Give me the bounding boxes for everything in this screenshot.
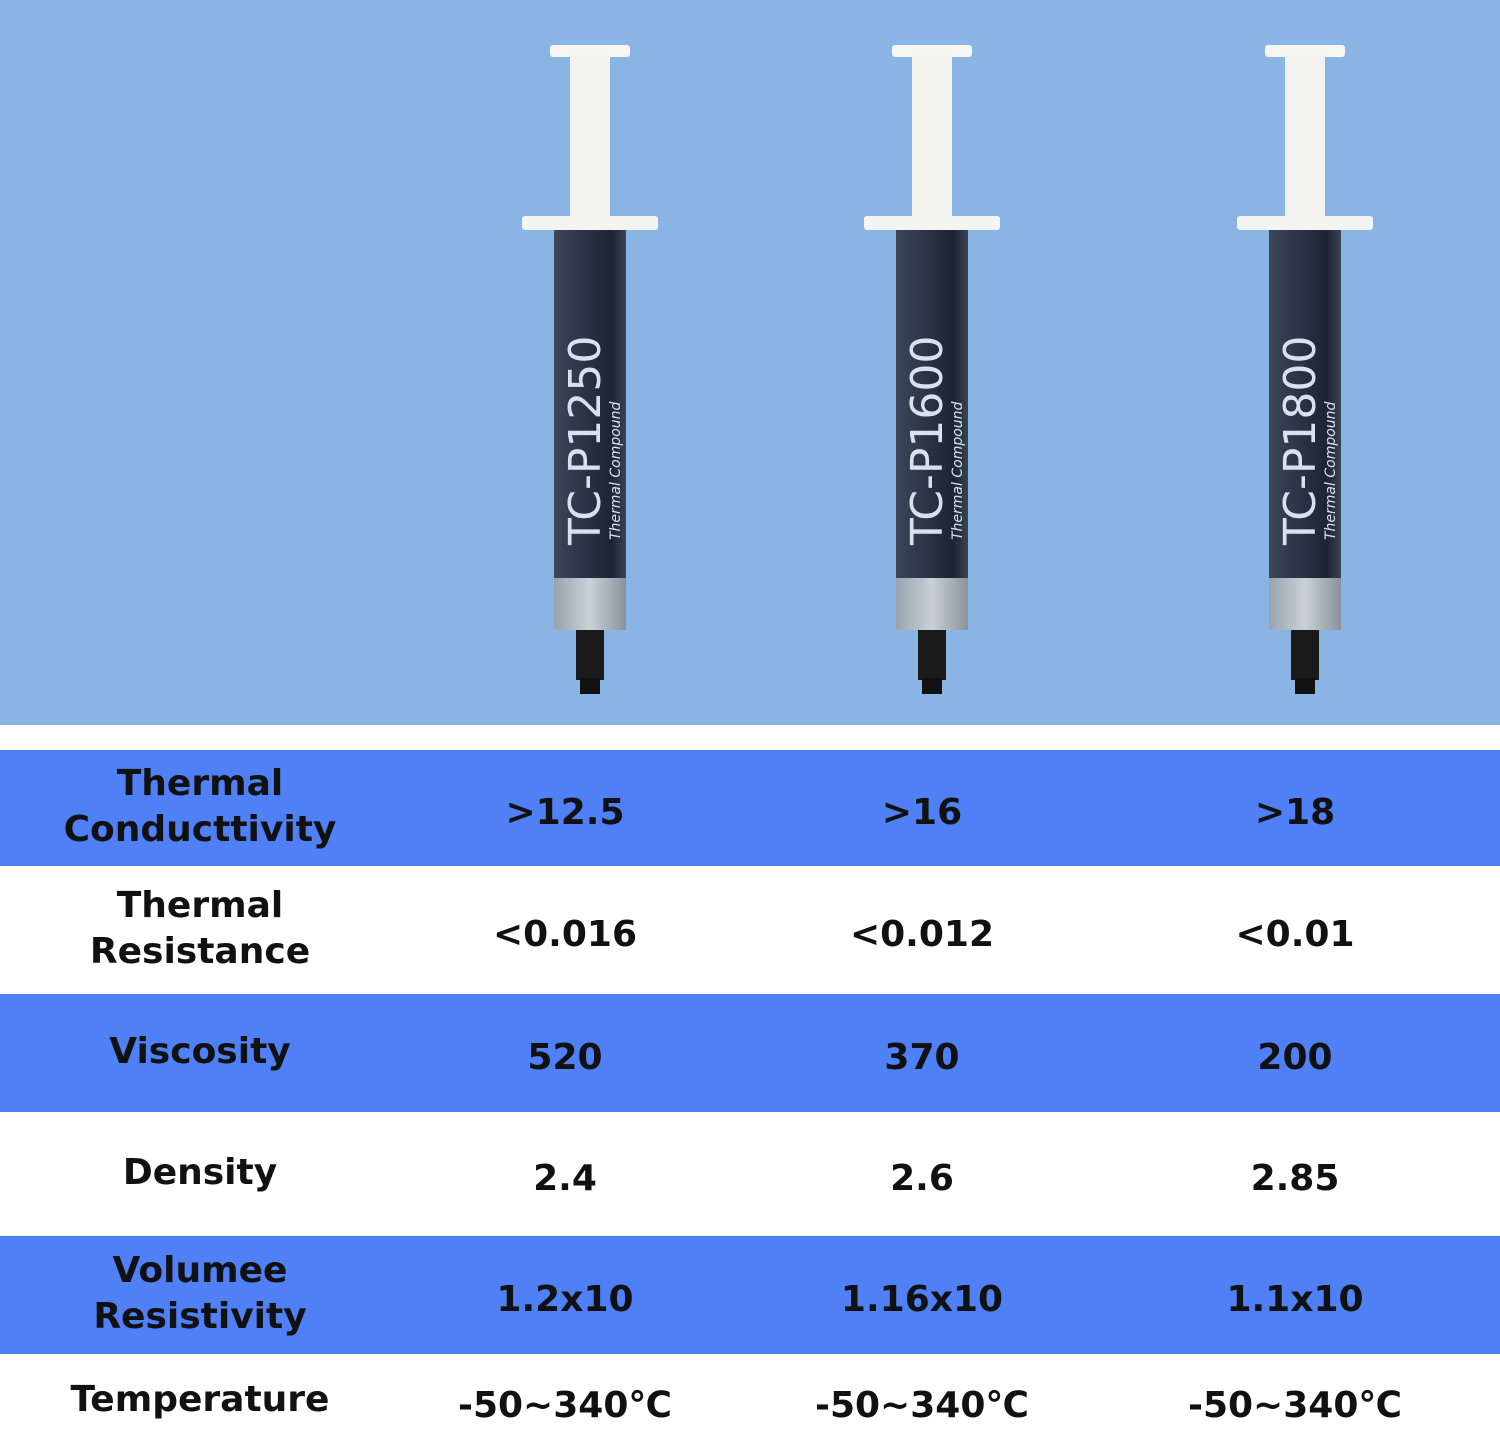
cell-value: <0.016 [493,914,637,955]
subtitle-label: Thermal Compound [608,401,624,540]
barrel-clear [554,578,626,630]
cell-value: -50~340℃ [458,1385,672,1426]
plunger-cap [892,45,972,57]
row-label: Resistivity [93,1296,306,1337]
cell-value: 2.6 [890,1158,954,1199]
barrel [554,230,626,580]
row-label: Temperature [71,1379,330,1420]
cell-value: 370 [884,1037,959,1078]
barrel-clear [896,578,968,630]
plunger [912,55,952,225]
table-row [0,866,1500,994]
tip [918,630,946,680]
row-label: Thermal [117,885,284,926]
row-label: Density [123,1152,277,1193]
flange [522,216,658,230]
cell-value: >12.5 [506,792,625,833]
row-label: Volumee [113,1250,288,1291]
barrel-clear [1269,578,1341,630]
table-row [0,994,1500,1112]
row-label: Resistance [90,931,310,972]
row-label: Viscosity [109,1031,291,1072]
product-banner [0,0,1500,725]
cell-value: -50~340℃ [1188,1385,1402,1426]
subtitle-label: Thermal Compound [1323,401,1339,540]
plunger-cap [550,45,630,57]
cell-value: 2.85 [1251,1158,1340,1199]
cell-value: 1.1x10 [1226,1279,1363,1320]
model-label: TC-P1600 [902,336,953,546]
plunger [1285,55,1325,225]
table-row [0,1112,1500,1236]
cell-value: <0.012 [850,914,994,955]
tip-end [1295,678,1315,694]
flange [864,216,1000,230]
barrel [1269,230,1341,580]
tip-end [922,678,942,694]
row-label: Thermal [117,763,284,804]
cell-value: -50~340℃ [815,1385,1029,1426]
spec-table: Thermal Conducttivity >12.5 >16 >18 Thermal Re… [0,750,1500,1448]
plunger-cap [1265,45,1345,57]
cell-value: 200 [1257,1037,1332,1078]
cell-value: <0.01 [1236,914,1355,955]
model-label: TC-P1800 [1275,336,1326,546]
tip-end [580,678,600,694]
table-row [0,750,1500,866]
cell-value: 520 [527,1037,602,1078]
cell-value: 1.16x10 [841,1279,1003,1320]
row-label: Conducttivity [64,809,337,850]
cell-value: >16 [882,792,962,833]
tip [1291,630,1319,680]
cell-value: >18 [1255,792,1335,833]
cell-value: 1.2x10 [496,1279,633,1320]
model-label: TC-P1250 [560,336,611,546]
plunger [570,55,610,225]
tip [576,630,604,680]
barrel [896,230,968,580]
cell-value: 2.4 [533,1158,597,1199]
table-row [0,1236,1500,1354]
subtitle-label: Thermal Compound [950,401,966,540]
flange [1237,216,1373,230]
table-row [0,1354,1500,1448]
